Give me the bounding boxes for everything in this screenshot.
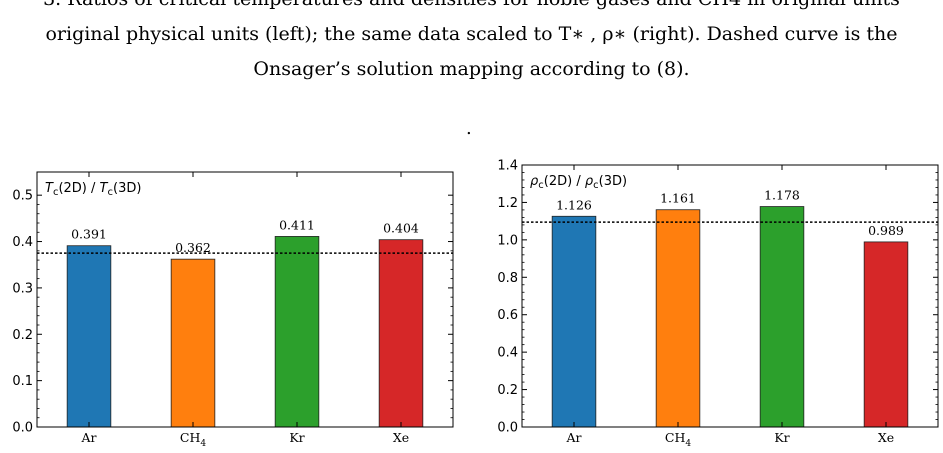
ytick-label: 0.0 [497,421,518,436]
ytick-label: 0.4 [12,235,33,250]
ytick-label: 1.4 [497,159,518,174]
category-label: CH4 [180,430,206,449]
category-label: Xe [878,430,894,445]
category-label: CH4 [665,430,691,449]
ytick-label: 0.4 [497,346,518,361]
bar-kr [274,236,320,428]
plot-frame [36,171,454,428]
ytick-label: 0.5 [12,189,33,204]
value-label: 1.126 [556,197,592,212]
value-label: 0.989 [868,223,904,238]
caption-line-2: original physical units (left); the same… [45,23,898,45]
ytick-label: 0.3 [12,281,33,296]
ytick-label: 0.2 [497,383,518,398]
ytick-label: 1.0 [497,233,518,248]
bar-ar [66,245,112,428]
value-label: 0.362 [175,240,211,255]
category-label: Kr [289,430,304,445]
bar-kr [759,206,805,428]
value-label: 1.178 [764,188,800,203]
ytick-label: 0.6 [497,308,518,323]
chart-1: 0.391 0.362 0.411 0.404 0.0 0.1 0.2 0.3 0.4 0.5 Ar… [12,171,454,449]
value-label: 0.404 [383,221,419,236]
bar-xe [378,239,424,428]
category-label: Xe [393,430,409,445]
stray-dot: . [466,118,472,139]
category-label: Ar [565,430,581,445]
bar-ar [551,215,597,428]
caption-line-3: Onsager’s solution mapping according to … [253,58,690,80]
chart-title: Tc(2D) / Tc(3D) [45,181,141,198]
category-label: Ar [80,430,96,445]
ytick-label: 0.2 [12,328,33,343]
bar-ch4 [655,209,701,428]
ytick-label: 0.1 [12,374,33,389]
figure-caption: 3. Ratios of critical temperatures and d… [0,0,943,87]
ytick-label: 0.0 [12,421,33,436]
bar-ch4 [170,258,216,428]
value-label: 0.411 [279,217,315,232]
ytick-label: 1.2 [497,196,518,211]
plot-frame [521,164,939,428]
caption-line-1: 3. Ratios of critical temperatures and d… [0,0,943,17]
category-label: Kr [774,430,789,445]
ytick-label: 0.8 [497,271,518,286]
chart-2: 1.126 1.161 1.178 0.989 0.0 0.2 0.4 0.6 0.8 1.0 1.… [497,159,939,449]
value-label: 1.161 [660,191,696,206]
bar-xe [863,241,909,428]
chart-title: ρc(2D) / ρc(3D) [530,174,627,191]
value-label: 0.391 [71,227,107,242]
